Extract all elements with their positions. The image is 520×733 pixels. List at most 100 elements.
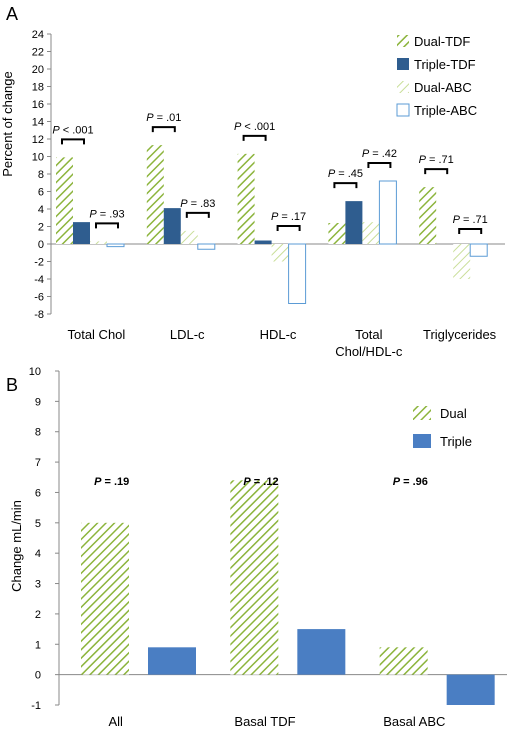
panel-b-bar-triple xyxy=(297,629,346,675)
panel-a-pvalue-bracket xyxy=(424,168,449,175)
panel-a-pvalue-label: P = .93 xyxy=(89,208,124,220)
panel-a-legend-label: Dual-ABC xyxy=(414,80,472,95)
panel-a-legend-label: Dual-TDF xyxy=(414,34,470,49)
panel-a-bar-dual-abc xyxy=(271,244,289,262)
panel-a-category-label: Triglycerides xyxy=(423,327,497,342)
panel-b-legend-swatch-triple xyxy=(413,434,431,448)
panel-a-y-tick-label: 14 xyxy=(32,117,44,129)
panel-a-legend-swatch-dual-tdf xyxy=(397,35,409,47)
panel-a-y-tick-label: -2 xyxy=(34,257,44,269)
panel-a-pvalue-label: P = .83 xyxy=(180,198,215,210)
panel-a-letter: A xyxy=(6,4,18,24)
panel-b-y-tick-label: 1 xyxy=(35,639,41,651)
panel-a-y-tick-label: 6 xyxy=(38,187,44,199)
panel-a-pvalue-label: P = .45 xyxy=(328,168,363,180)
panel-a-pvalue-bracket xyxy=(242,134,267,141)
panel-a-bar-triple-tdf xyxy=(163,208,181,244)
panel-a-legend-label: Triple-ABC xyxy=(414,103,477,118)
panel-b-category-labels: All Basal TDF Basal ABC xyxy=(108,714,445,729)
panel-b-y-tick-label: 4 xyxy=(35,548,41,560)
panel-b-legend-swatch-dual xyxy=(413,406,431,420)
panel-a-y-axis-label: Percent of change xyxy=(0,71,15,177)
panel-a-y-tick-label: 12 xyxy=(32,134,44,146)
panel-a-y-tick-label: 16 xyxy=(32,99,44,111)
panel-a-pvalue-bracket xyxy=(276,225,301,231)
panel-a-bar-dual-tdf xyxy=(237,153,255,244)
panel-b-y-tick-label: 6 xyxy=(35,487,41,499)
panel-b-category-label: Basal ABC xyxy=(383,714,445,729)
panel-a-category-label: Chol/HDL-c xyxy=(335,344,403,359)
panel-a-bar-dual-abc xyxy=(180,230,198,244)
panel-a-pvalue-label: P = .01 xyxy=(146,112,181,124)
panel-b-y-tick-label: 0 xyxy=(35,670,41,682)
panel-a-pvalue-label: P = .71 xyxy=(419,154,454,166)
panel-a-y-tick-label: -6 xyxy=(34,292,44,304)
panel-a-y-tick-label: 0 xyxy=(38,239,44,251)
panel-b-y-axis-label: Change mL/min xyxy=(9,500,24,592)
panel-b-bar-dual xyxy=(379,647,428,675)
panel-a-y-tick-label: 10 xyxy=(32,152,44,164)
panel-a-bar-dual-tdf xyxy=(56,157,73,244)
panel-a-y-tick-label: 18 xyxy=(32,82,44,94)
panel-b-letter: B xyxy=(6,375,18,395)
panel-b-category-label: Basal TDF xyxy=(234,714,295,729)
panel-b-pvalue-label: P = .96 xyxy=(393,476,428,488)
panel-a-y-tick-label: -4 xyxy=(34,274,44,286)
panel-b-y-tick-label: 3 xyxy=(35,579,41,591)
panel-a-bar-dual-abc xyxy=(362,222,380,244)
panel-a-pvalue-label: P < .001 xyxy=(52,124,93,136)
panel-a-category-labels: Total Chol LDL-c HDL-c Total Chol/HDL-c Trigl… xyxy=(67,327,496,359)
panel-b-y-tick-label: 2 xyxy=(35,609,41,621)
panel-a-pvalue-label: P < .001 xyxy=(234,121,275,133)
panel-a-y-tick-label: 24 xyxy=(32,29,44,41)
panel-b-bars xyxy=(81,480,495,705)
panel-a-legend-swatch-triple-abc xyxy=(396,103,410,117)
panel-b-legend-label: Dual xyxy=(440,406,467,421)
panel-a-pvalue-label: P = .71 xyxy=(453,214,488,226)
panel-a-category-label: HDL-c xyxy=(260,327,297,342)
panel-b-legend: Dual Triple xyxy=(413,406,472,449)
panel-a-bar-triple-abc xyxy=(106,243,125,248)
panel-a-pvalue-label: P = .17 xyxy=(271,211,306,223)
panel-b-y-tick-label: 10 xyxy=(29,366,41,378)
panel-a-category-label: Total xyxy=(355,327,383,342)
panel-a-bars xyxy=(56,145,488,304)
panel-a-legend-label: Triple-TDF xyxy=(414,57,476,72)
panel-a-y-tick-label: 2 xyxy=(38,222,44,234)
panel-b-bar-dual xyxy=(230,480,279,675)
panel-b-y-tick-label: 9 xyxy=(35,396,41,408)
panel-a-pvalue-bracket xyxy=(151,126,176,133)
panel-a-bar-triple-tdf xyxy=(345,201,363,244)
panel-b-y-tick-label: 7 xyxy=(35,457,41,469)
panel-a-bar-dual-tdf xyxy=(146,145,164,244)
panel-a-category-label: Total Chol xyxy=(67,327,125,342)
panel-a-pvalue-label: P = .42 xyxy=(362,148,397,160)
panel-a-pvalue-bracket xyxy=(61,138,85,145)
panel-b-pvalues: P = .19 P = .12 P = .96 xyxy=(94,476,428,488)
panel-a-y-tick-label: 20 xyxy=(32,64,44,76)
panel-a-chart: A Percent of change 24222018161412108642… xyxy=(0,4,505,359)
panel-b-bar-dual xyxy=(81,522,129,675)
panel-a-y-tick-label: 22 xyxy=(32,47,44,59)
panel-b-y-tick-label: -1 xyxy=(31,700,41,712)
panel-a-pvalue-bracket xyxy=(185,211,210,218)
panel-a-bar-dual-abc xyxy=(453,244,471,279)
panel-b-pvalue-label: P = .12 xyxy=(243,476,278,488)
panel-a-category-label: LDL-c xyxy=(170,327,205,342)
panel-b-pvalue-label: P = .19 xyxy=(94,476,129,488)
panel-a-bar-triple-abc xyxy=(469,243,488,257)
panel-a-bar-triple-abc xyxy=(288,243,307,304)
panel-a-pvalue-bracket xyxy=(95,222,119,229)
panel-b-y-tick-label: 8 xyxy=(35,427,41,439)
panel-b-bar-triple xyxy=(148,647,196,675)
panel-a-bar-triple-tdf xyxy=(73,222,90,244)
panel-a-bar-triple-abc xyxy=(378,180,397,245)
panel-a-y-tick-label: 8 xyxy=(38,169,44,181)
panel-a-y-tick-label: 4 xyxy=(38,204,44,216)
panel-b-category-label: All xyxy=(108,714,123,729)
panel-a-bar-triple-tdf xyxy=(254,240,272,244)
panel-a-bar-dual-tdf xyxy=(328,223,346,244)
